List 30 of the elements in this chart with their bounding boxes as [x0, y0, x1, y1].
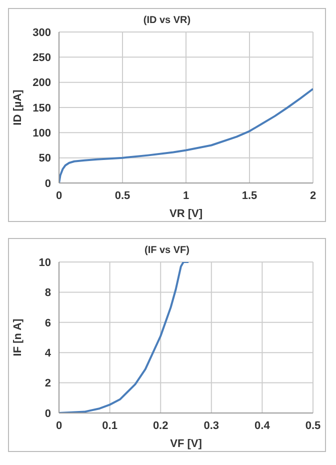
y-tick-label: 4 — [44, 348, 52, 360]
x-tick-label: 0.4 — [254, 420, 271, 432]
x-tick-label: 1 — [182, 190, 190, 202]
x-tick-label: 0.1 — [102, 420, 118, 432]
x-axis-title: VR [V] — [170, 208, 203, 220]
y-tick-label: 0 — [44, 178, 51, 190]
x-tick-label: 0 — [56, 420, 62, 432]
chart-title: (ID vs VR) — [142, 14, 192, 26]
x-tick-label: 2 — [310, 190, 316, 202]
x-axis-title: VF [V] — [170, 438, 202, 450]
y-axis-title: ID [µA] — [12, 89, 24, 126]
x-tick-label: 0.2 — [152, 420, 168, 432]
y-tick-label: 2 — [44, 378, 51, 390]
x-tick-label: 0.3 — [204, 420, 220, 432]
chart-title: (IF vs VF) — [143, 244, 190, 256]
y-tick-label: 150 — [32, 102, 51, 114]
y-tick-label: 100 — [32, 128, 51, 140]
y-tick-label: 6 — [44, 317, 51, 330]
y-tick-label: 300 — [32, 26, 51, 39]
x-tick-label: 0 — [56, 190, 62, 202]
y-tick-label: 250 — [32, 52, 51, 64]
y-tick-label: 8 — [44, 287, 51, 300]
x-tick-label: 1.5 — [242, 190, 258, 202]
y-tick-label: 200 — [32, 77, 51, 90]
y-tick-label: 50 — [38, 152, 51, 165]
y-axis-title: IF [n A] — [12, 318, 24, 356]
x-tick-label: 0.5 — [305, 420, 321, 432]
y-tick-label: 0 — [44, 408, 51, 420]
x-tick-label: 0.5 — [114, 190, 130, 202]
y-tick-label: 10 — [38, 256, 51, 269]
